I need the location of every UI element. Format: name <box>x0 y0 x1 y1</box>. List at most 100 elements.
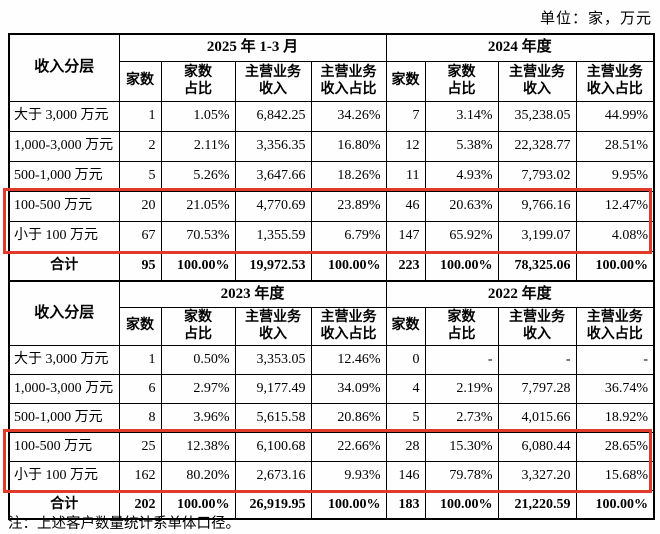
data-cell: 6,100.68 <box>234 431 312 462</box>
data-cell: 23.89% <box>310 190 387 222</box>
data-cell: 44.99% <box>575 100 655 132</box>
data-cell: 1,355.59 <box>234 220 312 252</box>
table-row: 100-500 万元 20 21.05% 4,770.69 23.89% 46 20.63%… <box>8 190 655 222</box>
data-cell: 3,356.35 <box>234 130 312 162</box>
data-cell: 6.79% <box>310 220 387 252</box>
data-cell: 20 <box>118 190 162 222</box>
data-cell: 2.73% <box>424 402 499 433</box>
table-row: 100-500 万元 25 12.38% 6,100.68 22.66% 28 15.30%… <box>8 431 655 462</box>
data-cell: 18.26% <box>310 160 387 192</box>
data-cell: 67 <box>118 220 162 252</box>
row-label: 100-500 万元 <box>8 190 120 222</box>
footnote: 注：上述客户数量统计系单体口径。 <box>8 516 240 532</box>
data-cell: 3.14% <box>424 100 499 132</box>
column-header: 主营业务 收入 <box>234 306 312 346</box>
column-header: 家数 <box>118 60 162 102</box>
column-header: 主营业务 收入占比 <box>310 306 387 346</box>
data-cell: 2 <box>118 130 162 162</box>
column-header: 主营业务 收入占比 <box>575 306 655 346</box>
row-label: 500-1,000 万元 <box>8 160 120 192</box>
data-cell: 35,238.05 <box>497 100 577 132</box>
data-cell: 162 <box>118 460 162 491</box>
data-cell: - <box>424 344 499 375</box>
table-total-row: 合计 95 100.00% 19,972.53 100.00% 223 100.00% 78,… <box>8 250 655 282</box>
data-cell: 12 <box>385 130 426 162</box>
data-cell: 20.63% <box>424 190 499 222</box>
table-row: 大于 3,000 万元 1 0.50% 3,353.05 12.46% 0- - - <box>8 344 655 375</box>
data-cell: 65.92% <box>424 220 499 252</box>
data-cell: 223 <box>385 250 426 282</box>
row-label: 大于 3,000 万元 <box>8 344 120 375</box>
data-cell: 19,972.53 <box>234 250 312 282</box>
table-row: 1,000-3,000 万元 2 2.11% 3,356.35 16.80% 12 5.38… <box>8 130 655 162</box>
data-cell: 22.66% <box>310 431 387 462</box>
data-cell: 0.50% <box>160 344 236 375</box>
data-cell: 6,080.44 <box>497 431 577 462</box>
period-header: 2022 年度 <box>385 280 655 308</box>
table-row: 500-1,000 万元 8 3.96% 5,615.58 20.86% 5 2.73% 4,… <box>8 402 655 433</box>
row-label: 100-500 万元 <box>8 431 120 462</box>
data-cell: 9.93% <box>310 460 387 491</box>
data-cell: 3.96% <box>160 402 236 433</box>
row-header-label: 收入分层 <box>8 33 120 102</box>
data-cell: 12.47% <box>575 190 655 222</box>
data-cell: 2.11% <box>160 130 236 162</box>
row-label: 小于 100 万元 <box>8 220 120 252</box>
data-cell: 5 <box>385 402 426 433</box>
table-total-row: 合计 202 100.00% 26,919.95 100.00% 183 100.00% 21… <box>8 489 655 520</box>
data-cell: 22,328.77 <box>497 130 577 162</box>
data-cell: 4.08% <box>575 220 655 252</box>
column-header: 家数 <box>385 306 426 346</box>
data-cell: 21.05% <box>160 190 236 222</box>
data-cell: 5.38% <box>424 130 499 162</box>
table-row: 大于 3,000 万元 1 1.05% 6,842.25 34.26% 7 3.14% 35,… <box>8 100 655 132</box>
data-cell: 2,673.16 <box>234 460 312 491</box>
data-cell: 11 <box>385 160 426 192</box>
data-cell: 78,325.06 <box>497 250 577 282</box>
data-cell: 15.30% <box>424 431 499 462</box>
data-cell: 28 <box>385 431 426 462</box>
table-row: 500-1,000 万元 5 5.26% 3,647.66 18.26% 11 4.93% 7… <box>8 160 655 192</box>
data-cell: 5.26% <box>160 160 236 192</box>
row-label: 1,000-3,000 万元 <box>8 130 120 162</box>
data-cell: 4 <box>385 373 426 404</box>
data-cell: 16.80% <box>310 130 387 162</box>
data-cell: 18.92% <box>575 402 655 433</box>
data-cell: 100.00% <box>310 250 387 282</box>
column-header: 主营业务 收入 <box>497 60 577 102</box>
column-header: 家数 <box>385 60 426 102</box>
data-cell: 100.00% <box>424 489 499 520</box>
data-cell: 34.09% <box>310 373 387 404</box>
column-header: 家数 占比 <box>160 60 236 102</box>
data-cell: 7,797.28 <box>497 373 577 404</box>
data-cell: 9,766.16 <box>497 190 577 222</box>
column-header: 主营业务 收入 <box>234 60 312 102</box>
data-cell: 6,842.25 <box>234 100 312 132</box>
row-label: 小于 100 万元 <box>8 460 120 491</box>
column-header: 家数 占比 <box>160 306 236 346</box>
data-cell: 80.20% <box>160 460 236 491</box>
column-header: 家数 占比 <box>424 60 499 102</box>
data-cell: 12.38% <box>160 431 236 462</box>
data-cell: 3,647.66 <box>234 160 312 192</box>
data-cell: 2.19% <box>424 373 499 404</box>
data-cell: 1 <box>118 344 162 375</box>
data-cell: 6 <box>118 373 162 404</box>
column-header: 家数 <box>118 306 162 346</box>
period-header: 2024 年度 <box>385 33 655 62</box>
data-cell: 4,015.66 <box>497 402 577 433</box>
data-cell: 8 <box>118 402 162 433</box>
data-cell: 34.26% <box>310 100 387 132</box>
row-label: 1,000-3,000 万元 <box>8 373 120 404</box>
data-cell: - <box>575 344 655 375</box>
data-cell: 3,199.07 <box>497 220 577 252</box>
row-label: 大于 3,000 万元 <box>8 100 120 132</box>
data-cell: 95 <box>118 250 162 282</box>
data-cell: 147 <box>385 220 426 252</box>
data-cell: 15.68% <box>575 460 655 491</box>
period-header: 2023 年度 <box>118 280 387 308</box>
column-header: 主营业务 收入占比 <box>310 60 387 102</box>
data-cell: 12.46% <box>310 344 387 375</box>
data-cell: 4.93% <box>424 160 499 192</box>
